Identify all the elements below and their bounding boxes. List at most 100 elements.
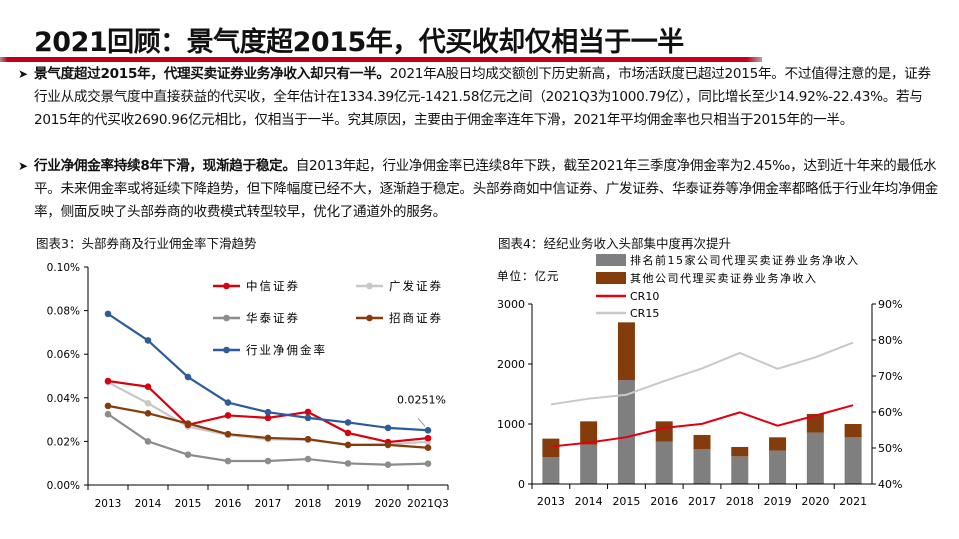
- y-tick-label: 0: [518, 478, 525, 491]
- x-tick-label: 2016: [215, 498, 242, 510]
- data-point: [184, 420, 192, 427]
- bar-2021: [844, 437, 862, 484]
- data-point: [144, 409, 152, 417]
- x-tick-label: 2014: [135, 498, 162, 510]
- x-tick-label: 2021Q3: [407, 498, 449, 510]
- data-point: [104, 377, 112, 385]
- data-point: [104, 402, 112, 410]
- y-tick-label: 0.02%: [47, 436, 80, 448]
- bar-2020: [806, 413, 824, 433]
- chart3-caption: 图表3：头部券商及行业佣金率下滑趋势: [36, 236, 257, 251]
- legend-label: 中信证券: [246, 279, 300, 293]
- bar-2018: [731, 446, 749, 457]
- bar-2018: [731, 456, 749, 484]
- unit-label: 单位：亿元: [497, 269, 560, 283]
- data-point: [144, 399, 152, 407]
- x-tick-label: 2016: [650, 495, 678, 508]
- data-point: [264, 408, 272, 416]
- data-point: [424, 434, 432, 442]
- bar-2013: [542, 438, 560, 457]
- x-tick-label: 2014: [575, 495, 603, 508]
- bar-2020: [806, 432, 824, 484]
- legend-label: 行业净佣金率: [246, 343, 327, 357]
- bar-2014: [580, 421, 598, 445]
- data-point: [104, 410, 112, 418]
- data-point: [304, 414, 312, 422]
- data-point: [384, 461, 392, 469]
- bullet-2-text: 自2013年起，行业净佣金率已连续8年下跌，截至2021年三季度净佣金率为2.4…: [34, 158, 938, 220]
- data-point: [304, 435, 312, 443]
- x-tick-label: 2021: [839, 495, 867, 508]
- y-tick-label: 2000: [497, 358, 525, 371]
- legend-marker: [223, 282, 230, 290]
- legend-label: CR15: [630, 307, 659, 320]
- data-point: [224, 412, 232, 419]
- bar-2021: [844, 424, 862, 438]
- page-title: 2021回顾：景气度超2015年，代买收却仅相当于一半: [34, 27, 684, 58]
- y2-tick-label: 50%: [878, 442, 902, 455]
- data-point: [304, 455, 312, 463]
- legend-label: 广发证券: [389, 279, 443, 293]
- series-line-CR15: [550, 341, 854, 406]
- data-point: [104, 310, 112, 318]
- data-point: [424, 444, 432, 452]
- legend-label: 其他公司代理买卖证券业务净收入: [630, 271, 818, 285]
- bar-2015: [617, 322, 635, 381]
- annotation-label: 0.0251%: [397, 393, 446, 406]
- data-point: [424, 460, 432, 467]
- bullet-1-text: 2021年A股日均成交额创下历史新高，市场活跃度已超过2015年。不过值得注意的…: [34, 66, 931, 128]
- y-tick-label: 3000: [497, 298, 525, 311]
- arrow-bullet-icon: ➤: [18, 159, 28, 173]
- x-tick-label: 2015: [612, 495, 640, 508]
- legend-marker: [223, 346, 230, 354]
- y-tick-label: 0.10%: [47, 262, 80, 274]
- x-tick-label: 2017: [255, 498, 282, 510]
- bullet-1-heading: 景气度超过2015年，代理买卖证券业务净收入却只有一半。: [34, 66, 390, 82]
- y2-tick-label: 40%: [878, 478, 902, 491]
- y-tick-label: 0.06%: [47, 349, 80, 361]
- x-tick-label: 2013: [95, 498, 122, 510]
- x-tick-label: 2020: [801, 495, 829, 508]
- data-point: [344, 429, 352, 437]
- x-tick-label: 2019: [335, 498, 362, 510]
- data-point: [264, 434, 272, 442]
- data-point: [424, 426, 432, 434]
- legend-label: 招商证券: [389, 311, 443, 325]
- data-point: [264, 457, 272, 465]
- x-tick-label: 2018: [295, 498, 322, 510]
- x-tick-label: 2015: [175, 498, 202, 510]
- x-tick-label: 2019: [764, 495, 792, 508]
- series-line-CR10: [550, 404, 854, 448]
- data-point: [224, 457, 232, 465]
- bar-2014: [580, 444, 598, 484]
- bar-2017: [693, 434, 711, 450]
- bullet-2: ➤ 行业净佣金率持续8年下滑，现渐趋于稳定。自2013年起，行业净佣金率已连续8…: [18, 155, 938, 224]
- y-tick-label: 0.04%: [47, 393, 80, 405]
- bar-2016: [655, 441, 673, 484]
- legend-label: CR10: [630, 290, 659, 303]
- data-point: [144, 337, 152, 344]
- arrow-bullet-icon: ➤: [18, 67, 28, 81]
- y2-tick-label: 70%: [878, 370, 902, 383]
- y-tick-label: 0.00%: [47, 480, 80, 492]
- legend-marker: [366, 314, 373, 322]
- data-point: [344, 419, 352, 426]
- data-point: [304, 408, 312, 416]
- bullet-2-heading: 行业净佣金率持续8年下滑，现渐趋于稳定。: [34, 158, 296, 174]
- legend-label: 排名前15家公司代理买卖证券业务净收入: [630, 253, 860, 267]
- data-point: [384, 424, 392, 432]
- chart4-caption: 图表4：经纪业务收入头部集中度再次提升: [498, 236, 731, 251]
- data-point: [224, 430, 232, 438]
- data-point: [184, 373, 192, 381]
- bar-2015: [617, 380, 635, 484]
- legend-label: 华泰证券: [246, 311, 300, 325]
- x-tick-label: 2020: [375, 498, 402, 510]
- bar-2019: [769, 450, 787, 484]
- data-point: [184, 451, 192, 458]
- x-tick-label: 2013: [537, 495, 565, 508]
- data-point: [264, 414, 272, 422]
- data-point: [384, 441, 392, 449]
- annotation-leader: [417, 417, 426, 427]
- y2-tick-label: 80%: [878, 334, 902, 347]
